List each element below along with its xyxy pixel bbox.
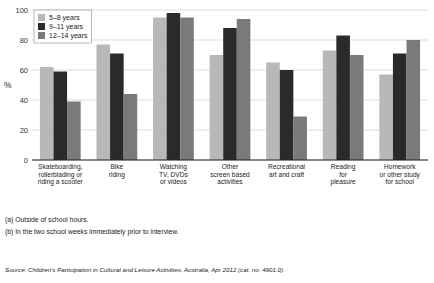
x-tick-label-line: or videos [160, 178, 187, 185]
bar [210, 55, 224, 160]
bar [266, 63, 280, 161]
bars [40, 13, 420, 160]
legend-swatch [38, 32, 45, 39]
y-tick-label: 20 [20, 126, 28, 135]
bar [393, 54, 407, 161]
y-tick-label: 100 [15, 6, 28, 15]
footnote: (b) In the two school weeks immediately … [5, 228, 179, 236]
x-tick-label-line: activities [217, 178, 243, 185]
x-tick-label-line: Bike [110, 163, 123, 170]
bar [67, 102, 81, 161]
x-tick-label: Skateboarding,rollerblading orriding a s… [38, 163, 84, 186]
bar [110, 54, 124, 161]
bar [223, 28, 237, 160]
x-tick-label: Homeworkor other studyfor school [380, 163, 421, 185]
legend-label: 5–8 years [49, 14, 80, 22]
x-tick-label-line: Recreational [268, 163, 306, 170]
bar [153, 18, 167, 161]
bar [379, 75, 393, 161]
x-tick-label-line: for [339, 171, 347, 178]
legend-swatch [38, 23, 45, 30]
bar [280, 70, 294, 160]
x-tick-label-line: Other [222, 163, 239, 170]
bar [96, 45, 110, 161]
x-tick-label-line: art and craft [269, 171, 304, 178]
bar [180, 18, 194, 161]
bar [350, 55, 364, 160]
x-tick-label-line: Homework [384, 163, 416, 170]
x-tick-label-line: pleasure [330, 178, 356, 186]
x-tick-label-line: riding [109, 171, 125, 179]
legend: 5–8 years9–11 years12–14 years [34, 10, 92, 43]
legend-frame [34, 10, 92, 43]
x-tick-label-line: riding a scooter [38, 178, 84, 186]
x-tick-label: Recreationalart and craft [268, 163, 306, 178]
y-tick-label: 60 [20, 66, 28, 75]
bar [40, 67, 54, 160]
bar [407, 40, 421, 160]
bar [124, 94, 138, 160]
x-tick-label: Otherscreen basedactivities [210, 163, 250, 185]
x-tick-label-line: TV, DVDs [159, 171, 188, 178]
x-tick-label-line: screen based [210, 171, 250, 178]
bar [167, 13, 181, 160]
chart: 0 20 40 60 80 100% Skateboarding,rollerblading… [0, 0, 434, 283]
x-tick-label: Bikeriding [109, 163, 125, 179]
x-tick-label: WatchingTV, DVDsor videos [159, 163, 188, 185]
legend-swatch [38, 14, 45, 21]
grid [32, 10, 428, 160]
grid-line [32, 160, 428, 161]
bar [237, 19, 251, 160]
x-tick-label-line: for school [385, 178, 414, 185]
y-tick-label: 40 [20, 96, 28, 105]
legend-label: 12–14 years [49, 32, 88, 40]
bar [53, 72, 67, 161]
y-tick-label: 80 [20, 36, 28, 45]
source: Source: Children’s Participation in Cult… [5, 266, 285, 273]
bar [293, 117, 307, 161]
bar [336, 36, 350, 161]
y-tick-label: 0 [24, 156, 28, 165]
bar [323, 51, 337, 161]
legend-label: 9–11 years [49, 23, 84, 31]
x-axis-line [32, 160, 428, 161]
y-axis-label: % [4, 80, 12, 90]
x-tick-label: Readingforpleasure [330, 163, 356, 186]
footnote: (a) Outside of school hours. [5, 216, 89, 224]
